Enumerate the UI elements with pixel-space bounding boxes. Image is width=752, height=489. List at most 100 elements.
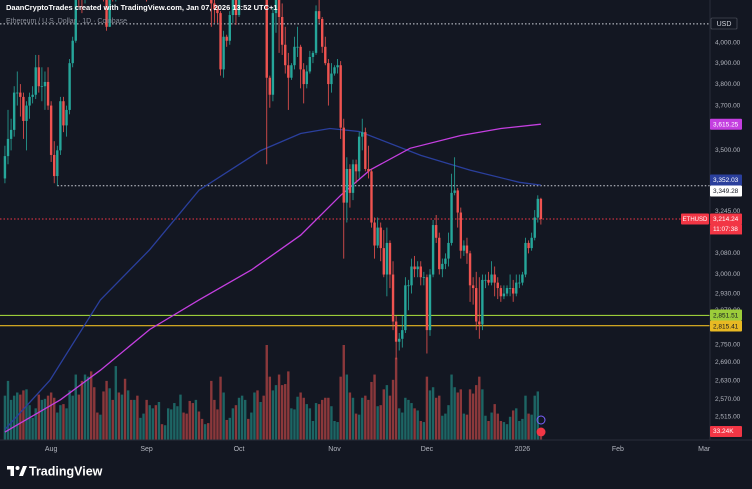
volume-bar	[450, 374, 453, 440]
volume-bar	[364, 395, 367, 440]
volume-bar	[166, 408, 170, 440]
volume-bar	[342, 345, 345, 440]
candle-body	[475, 288, 478, 322]
volume-bar	[49, 392, 53, 440]
candle-body	[68, 63, 71, 110]
volume-bar	[148, 405, 151, 440]
candle-body	[9, 129, 13, 139]
price-label-box	[710, 320, 742, 332]
volume-bar	[533, 395, 536, 440]
candle-body	[499, 288, 503, 297]
candle-body	[471, 285, 475, 289]
candle-body	[431, 225, 435, 275]
candle-body	[511, 288, 515, 294]
candle-body	[31, 94, 34, 97]
candle-body	[19, 92, 22, 97]
y-tick-label: 3,245.00	[715, 208, 741, 215]
volume-bar	[222, 392, 225, 440]
candle-body	[305, 71, 308, 85]
volume-bar	[317, 404, 321, 440]
candle-body	[219, 13, 222, 70]
x-tick-label: Nov	[328, 446, 341, 453]
candle-body	[265, 0, 268, 78]
volume-bar	[481, 389, 484, 440]
volume-bar	[65, 408, 68, 440]
volume-bar	[505, 424, 509, 440]
y-tick-label: 2,690.00	[715, 359, 741, 366]
y-tick-label: 3,800.00	[715, 81, 741, 88]
event-icon[interactable]	[536, 415, 546, 425]
candle-body	[216, 9, 219, 14]
candle-body	[465, 245, 469, 254]
volume-bar	[490, 412, 493, 440]
candle-body	[407, 285, 410, 287]
volume-bar	[339, 376, 342, 440]
volume-bar	[151, 408, 154, 440]
volume-bar	[416, 410, 419, 440]
volume-bar	[59, 405, 62, 440]
candle-body	[515, 282, 518, 294]
volume-bar	[237, 397, 241, 440]
candle-body	[53, 154, 56, 177]
volume-bar	[22, 390, 25, 440]
volume-bar	[515, 408, 518, 440]
price-label: 3,352.03	[713, 177, 739, 184]
y-tick-label: 3,700.00	[715, 102, 741, 109]
volume-bar	[268, 376, 272, 440]
volume-bar	[324, 397, 327, 440]
candle-body	[481, 279, 484, 325]
volume-bar	[102, 391, 105, 440]
volume-bar	[447, 405, 450, 440]
volume-bar	[478, 376, 481, 440]
candle-body	[314, 11, 318, 53]
volume-bar	[163, 425, 167, 440]
event-icon[interactable]	[536, 427, 546, 437]
candle-body	[530, 237, 533, 249]
volume-bar	[234, 405, 238, 440]
volume-bar	[126, 390, 130, 440]
volume-bar	[296, 396, 299, 440]
volume-bar	[314, 403, 318, 440]
volume-bar	[12, 395, 16, 440]
volume-bar	[93, 387, 96, 440]
volume-bar	[262, 395, 265, 440]
volume-bar	[444, 413, 447, 440]
volume-bar	[40, 399, 44, 440]
volume-bar	[320, 399, 324, 440]
candle-body	[25, 105, 28, 121]
candle-body	[16, 92, 19, 94]
candle-body	[56, 150, 59, 177]
countdown-box	[710, 224, 742, 235]
volume-bar	[357, 414, 361, 440]
candle-body	[533, 217, 536, 238]
volume-bar	[462, 413, 466, 440]
volume-bar	[34, 408, 37, 440]
volume-bar	[376, 406, 379, 440]
candle-body	[74, 0, 77, 41]
volume-bar	[382, 389, 386, 440]
x-tick-label: Aug	[45, 446, 58, 453]
volume-bar	[46, 395, 50, 440]
volume-bar	[120, 394, 124, 440]
volume-bar	[333, 421, 336, 440]
volume-bar	[83, 374, 87, 440]
candle-body	[410, 266, 413, 286]
candle-body	[416, 266, 419, 270]
candle-body	[367, 168, 370, 172]
volume-bar	[28, 405, 31, 440]
volume-bar	[247, 418, 250, 440]
volume-bar	[327, 397, 330, 440]
price-label-box	[710, 213, 742, 225]
y-tick-label: 2,515.00	[715, 413, 741, 420]
volume-bar	[265, 345, 268, 440]
volume-bar	[271, 390, 275, 440]
price-label-box	[710, 174, 742, 186]
volume-bar	[287, 371, 290, 440]
currency-box[interactable]	[710, 17, 738, 30]
price-label: 3,615.25	[713, 121, 739, 128]
candle-body	[453, 190, 456, 193]
volume-bar	[508, 416, 512, 440]
volume-bar	[136, 395, 139, 440]
candle-body	[450, 192, 453, 243]
